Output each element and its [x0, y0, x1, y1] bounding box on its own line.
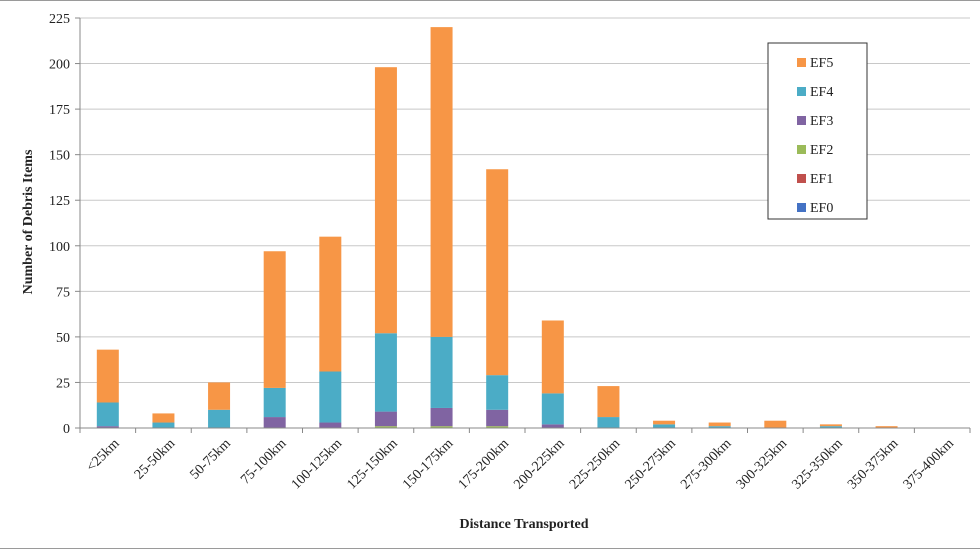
legend-label-ef2: EF2 — [810, 143, 833, 158]
legend-swatch-ef3 — [797, 116, 806, 125]
bar-segment-ef5 — [764, 420, 787, 428]
bars — [96, 27, 898, 428]
y-axis-label: Number of Debris Items — [21, 149, 36, 294]
bar-segment-ef5 — [875, 426, 898, 428]
x-tick-label: 200-225km — [511, 436, 567, 492]
bar-segment-ef4 — [597, 417, 620, 428]
bar-segment-ef5 — [653, 420, 676, 425]
legend: EF5 EF4 EF3 EF2 EF1 EF0 — [767, 42, 868, 220]
bar-segment-ef5 — [96, 349, 119, 403]
x-tick-label: 300-325km — [734, 436, 790, 492]
bar-segment-ef4 — [708, 426, 731, 428]
y-tick-label: 0 — [63, 422, 70, 437]
bar-segment-ef4 — [374, 333, 397, 412]
bar-segment-ef5 — [152, 413, 175, 423]
y-tick-label: 50 — [56, 331, 70, 346]
bar-segment-ef2 — [486, 426, 509, 428]
bar-segment-ef4 — [819, 426, 842, 428]
bar-segment-ef5 — [819, 424, 842, 427]
legend-label-ef3: EF3 — [810, 114, 833, 129]
bar-segment-ef5 — [263, 251, 286, 388]
x-axis-label: Distance Transported — [460, 517, 589, 532]
bar-segment-ef4 — [263, 387, 286, 418]
x-tick-label: 275-300km — [678, 436, 734, 492]
bar-segment-ef5 — [374, 67, 397, 334]
bar-segment-ef2 — [374, 426, 397, 428]
y-tick-label: 225 — [49, 12, 70, 27]
y-tick-label: 25 — [56, 376, 70, 391]
legend-swatch-ef5 — [797, 58, 806, 67]
x-tick-label: 150-175km — [400, 436, 456, 492]
legend-swatch-ef0 — [797, 203, 806, 212]
bar-segment-ef4 — [319, 371, 342, 423]
legend-label-ef4: EF4 — [810, 85, 833, 100]
legend-label-ef0: EF0 — [810, 201, 833, 216]
x-tick-label: 100-125km — [289, 436, 345, 492]
x-tick-label: 325-350km — [790, 436, 846, 492]
y-tick-label: 125 — [49, 194, 70, 209]
legend-swatch-ef4 — [797, 87, 806, 96]
y-axis-ticks: 0 25 50 75 100 125 150 175 200 225 — [49, 12, 80, 437]
legend-swatch-ef1 — [797, 174, 806, 183]
bar-segment-ef5 — [319, 236, 342, 372]
x-tick-label: 175-200km — [456, 436, 512, 492]
x-tick-label: 125-150km — [345, 436, 401, 492]
bar-segment-ef3 — [319, 422, 342, 428]
legend-label-ef5: EF5 — [810, 56, 833, 71]
x-tick-label: 50-75km — [188, 436, 234, 482]
bar-segment-ef5 — [708, 422, 731, 427]
bar-segment-ef4 — [208, 409, 231, 428]
top-border — [0, 0, 980, 1]
y-tick-label: 75 — [56, 285, 70, 300]
legend-swatch-ef2 — [797, 145, 806, 154]
bar-segment-ef3 — [430, 407, 453, 427]
bar-segment-ef3 — [96, 426, 119, 428]
bar-segment-ef4 — [486, 375, 509, 410]
bar-segment-ef4 — [152, 422, 175, 428]
x-tick-label: 250-275km — [623, 436, 679, 492]
y-tick-label: 200 — [49, 58, 70, 73]
bar-segment-ef3 — [541, 424, 564, 428]
bar-segment-ef5 — [541, 320, 564, 394]
y-tick-label: 100 — [49, 240, 70, 255]
x-tick-label: 75-100km — [238, 436, 289, 487]
bottom-border — [0, 548, 980, 549]
bar-segment-ef5 — [430, 27, 453, 337]
bar-segment-ef4 — [653, 424, 676, 428]
bar-segment-ef5 — [486, 169, 509, 376]
x-tick-label: <25km — [84, 436, 123, 475]
bar-segment-ef4 — [541, 393, 564, 425]
y-tick-label: 175 — [49, 103, 70, 118]
x-tick-label: 350-375km — [845, 436, 901, 492]
x-axis-ticks: <25km 25-50km 50-75km 75-100km 100-125km 125-… — [79, 428, 971, 492]
x-tick-label: 375-400km — [901, 436, 957, 492]
bar-segment-ef4 — [430, 336, 453, 408]
bar-segment-ef2 — [430, 426, 453, 428]
legend-label-ef1: EF1 — [810, 172, 833, 187]
bar-segment-ef3 — [263, 417, 286, 428]
bar-segment-ef5 — [597, 386, 620, 418]
bar-segment-ef5 — [208, 382, 231, 410]
x-tick-label: 225-250km — [567, 436, 623, 492]
legend-box — [767, 42, 868, 220]
bar-segment-ef4 — [96, 402, 119, 427]
y-tick-label: 150 — [49, 149, 70, 164]
bar-segment-ef3 — [374, 411, 397, 427]
bar-segment-ef3 — [486, 409, 509, 427]
x-tick-label: 25-50km — [132, 436, 178, 482]
